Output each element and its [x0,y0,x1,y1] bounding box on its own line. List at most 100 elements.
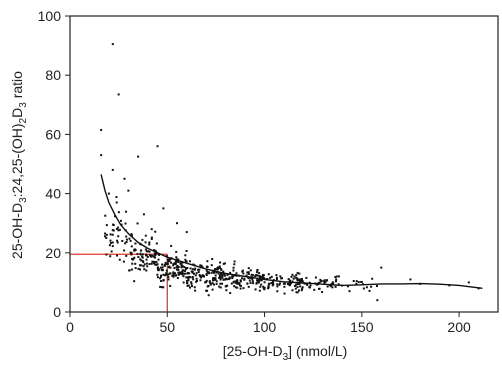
data-point [216,267,219,270]
data-point [236,286,239,289]
data-point [320,279,323,282]
y-tick-label: 0 [53,304,61,320]
data-point [298,289,300,292]
data-point [230,282,233,285]
data-point [294,287,297,290]
data-point [198,273,201,276]
data-point [174,261,177,264]
data-point [111,241,114,244]
data-point [235,272,238,275]
data-point [242,272,245,275]
data-point [142,213,145,216]
data-point [150,236,153,239]
data-point [261,275,264,278]
data-point [334,276,337,279]
data-point [170,244,173,247]
data-point [155,251,158,254]
data-point [172,272,175,275]
data-point [331,286,334,289]
data-point [161,266,164,269]
data-point [355,282,358,285]
data-point [219,278,222,281]
data-point [130,234,133,237]
data-point [256,271,259,274]
data-point [270,275,273,278]
data-point [206,271,209,274]
data-point [115,201,118,204]
data-point [290,275,293,278]
data-point [117,211,120,214]
data-point [247,271,250,274]
data-point [107,192,110,195]
data-point [148,243,151,246]
data-point [104,232,107,235]
data-point [269,276,272,279]
data-point [229,292,232,295]
data-point [199,279,202,282]
data-point [168,260,171,263]
data-point [259,275,262,278]
data-point [258,274,261,277]
data-point [184,268,187,271]
data-point [299,279,302,282]
data-point [117,226,120,229]
data-point [165,255,168,258]
data-point [125,210,128,213]
data-point [130,252,133,255]
data-point [125,241,128,244]
data-point [142,265,145,268]
data-point [254,275,257,278]
data-point [118,228,121,231]
data-point [276,285,279,288]
data-point [272,283,275,286]
data-point [152,261,155,264]
data-point [275,278,278,281]
data-point [323,279,326,282]
data-point [326,285,329,288]
data-point [148,263,151,266]
data-point [276,290,279,293]
data-point [112,223,115,226]
data-point [117,93,120,96]
data-point [194,267,197,270]
data-point [228,277,231,280]
data-point [133,280,136,283]
data-point [257,281,260,284]
data-point [150,262,153,265]
data-point [176,222,178,225]
data-point [409,278,412,281]
data-point [136,253,139,256]
data-point [245,274,248,277]
data-point [370,285,373,288]
data-point [150,255,153,258]
data-point [225,278,228,281]
data-point [376,299,379,302]
data-point [145,262,148,265]
data-point [380,266,383,269]
data-point [119,219,122,222]
data-point [231,275,234,278]
data-point [145,258,148,261]
data-point [309,284,312,287]
data-point [233,260,236,263]
data-point [296,279,299,282]
data-point [144,248,147,251]
x-tick-label: 100 [253,319,277,335]
data-point [210,264,213,267]
data-point [220,268,223,271]
data-point [170,261,173,264]
data-point [189,267,192,270]
data-point [185,231,188,234]
data-point [301,287,304,290]
data-point [132,257,135,260]
data-point [202,275,205,278]
data-point [335,278,338,281]
data-point [231,277,234,280]
data-point [128,269,131,272]
data-point [212,277,215,280]
data-point [239,287,242,290]
data-point [130,245,133,248]
data-point [208,281,211,284]
data-point [186,282,189,285]
data-point [165,272,168,275]
